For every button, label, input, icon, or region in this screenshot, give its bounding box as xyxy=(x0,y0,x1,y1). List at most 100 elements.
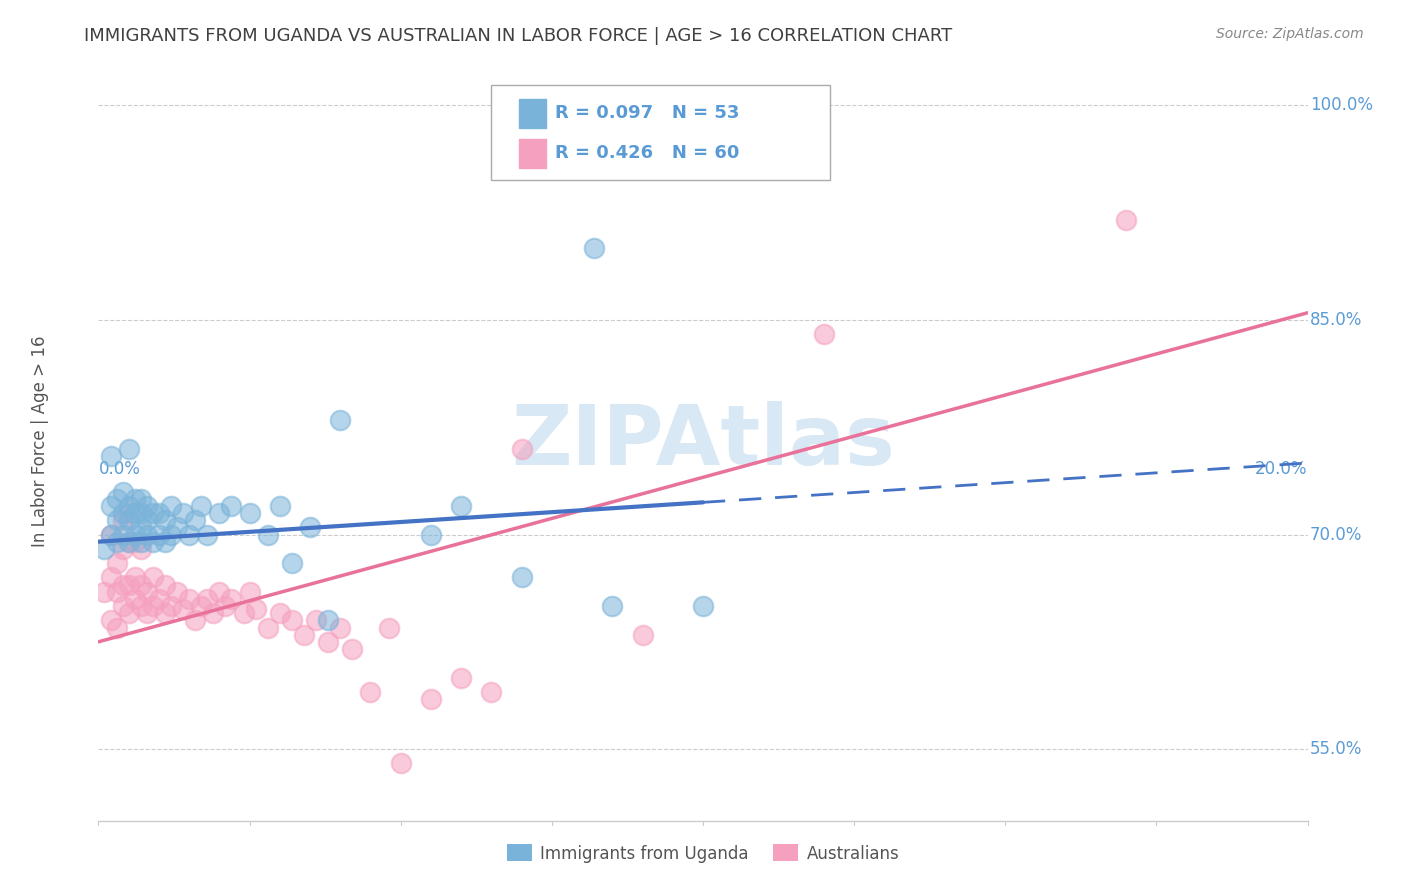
Point xyxy=(111,541,134,556)
Point xyxy=(179,591,201,606)
Point xyxy=(299,520,322,534)
Point xyxy=(100,499,122,513)
Point xyxy=(269,499,291,513)
Point xyxy=(148,591,170,606)
Point xyxy=(153,534,176,549)
Point xyxy=(142,599,165,613)
Point xyxy=(316,635,339,649)
Point xyxy=(160,599,183,613)
Point xyxy=(195,527,218,541)
Point xyxy=(360,685,382,699)
Point xyxy=(813,327,835,342)
Point xyxy=(118,577,141,591)
Point xyxy=(124,591,146,606)
Point xyxy=(111,506,134,520)
Text: 100.0%: 100.0% xyxy=(1310,96,1374,114)
Point xyxy=(118,506,141,520)
Text: R = 0.097   N = 53: R = 0.097 N = 53 xyxy=(555,104,740,122)
Point xyxy=(105,513,128,527)
Bar xyxy=(519,139,546,168)
Text: 85.0%: 85.0% xyxy=(1310,311,1362,329)
Point xyxy=(420,527,443,541)
Point xyxy=(450,499,472,513)
Point xyxy=(118,534,141,549)
Point xyxy=(481,685,503,699)
Point xyxy=(148,506,170,520)
Point xyxy=(111,599,134,613)
Point xyxy=(239,506,262,520)
Point xyxy=(172,602,194,616)
Text: ZIPAtlas: ZIPAtlas xyxy=(510,401,896,482)
Point xyxy=(179,527,201,541)
Point xyxy=(510,442,533,456)
Point xyxy=(583,241,606,255)
Point xyxy=(232,606,254,620)
Point xyxy=(292,628,315,642)
Point xyxy=(342,642,364,657)
Text: 70.0%: 70.0% xyxy=(1310,525,1362,543)
Bar xyxy=(519,99,546,128)
Point xyxy=(245,602,267,616)
Point xyxy=(105,584,128,599)
Point xyxy=(142,506,165,520)
Point xyxy=(105,556,128,570)
Point xyxy=(105,620,128,634)
Point xyxy=(111,577,134,591)
Point xyxy=(118,442,141,456)
Point xyxy=(160,499,183,513)
Point xyxy=(329,620,352,634)
Point xyxy=(93,541,115,556)
Point xyxy=(221,499,243,513)
Point xyxy=(269,606,291,620)
Point xyxy=(510,570,533,584)
Point xyxy=(166,520,188,534)
Point xyxy=(100,613,122,627)
Point xyxy=(124,506,146,520)
Point xyxy=(153,577,176,591)
Point xyxy=(135,527,157,541)
Point xyxy=(118,534,141,549)
Point xyxy=(692,599,714,613)
Point xyxy=(129,491,152,506)
Point xyxy=(208,506,231,520)
Point xyxy=(100,449,122,463)
Point xyxy=(118,499,141,513)
Text: 55.0%: 55.0% xyxy=(1310,740,1362,758)
Point xyxy=(135,584,157,599)
Point xyxy=(160,527,183,541)
Point xyxy=(184,513,207,527)
Text: 0.0%: 0.0% xyxy=(98,460,141,478)
Point xyxy=(631,628,654,642)
Point xyxy=(190,499,212,513)
Point xyxy=(221,591,243,606)
Point xyxy=(256,527,278,541)
Point xyxy=(124,491,146,506)
Point xyxy=(214,599,236,613)
Point xyxy=(135,606,157,620)
Point xyxy=(281,556,304,570)
Point xyxy=(450,671,472,685)
Point xyxy=(239,584,262,599)
Point xyxy=(129,534,152,549)
Point xyxy=(195,591,218,606)
Point xyxy=(281,613,304,627)
Point xyxy=(329,413,352,427)
Point xyxy=(135,513,157,527)
Point xyxy=(389,756,412,771)
Point xyxy=(190,599,212,613)
Point xyxy=(111,513,134,527)
Point xyxy=(135,499,157,513)
Point xyxy=(172,506,194,520)
Point xyxy=(208,584,231,599)
Legend: Immigrants from Uganda, Australians: Immigrants from Uganda, Australians xyxy=(501,838,905,869)
Point xyxy=(100,527,122,541)
Point xyxy=(1115,212,1137,227)
Point xyxy=(377,620,399,634)
Text: 20.0%: 20.0% xyxy=(1256,460,1308,478)
Point xyxy=(111,527,134,541)
Point xyxy=(124,570,146,584)
Point xyxy=(166,584,188,599)
Text: Source: ZipAtlas.com: Source: ZipAtlas.com xyxy=(1216,27,1364,41)
Point xyxy=(142,534,165,549)
Text: In Labor Force | Age > 16: In Labor Force | Age > 16 xyxy=(31,335,49,548)
